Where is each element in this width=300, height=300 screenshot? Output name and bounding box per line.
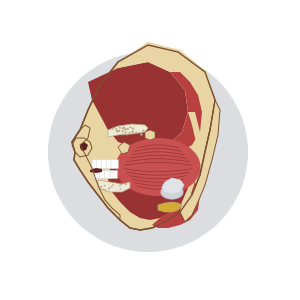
Circle shape (100, 186, 101, 188)
Circle shape (124, 128, 126, 130)
Circle shape (126, 134, 128, 135)
Circle shape (140, 133, 142, 135)
FancyBboxPatch shape (97, 160, 104, 169)
Polygon shape (180, 112, 200, 212)
Circle shape (123, 127, 125, 129)
Circle shape (108, 188, 110, 190)
FancyBboxPatch shape (105, 170, 112, 178)
Circle shape (112, 128, 114, 130)
Polygon shape (118, 42, 215, 160)
Circle shape (119, 127, 121, 129)
Circle shape (116, 130, 118, 132)
Polygon shape (145, 130, 155, 140)
Circle shape (104, 189, 106, 191)
Polygon shape (96, 130, 132, 180)
Ellipse shape (161, 185, 183, 199)
FancyBboxPatch shape (101, 160, 109, 169)
Circle shape (122, 127, 123, 129)
Polygon shape (88, 62, 188, 150)
Circle shape (104, 185, 105, 186)
Circle shape (124, 183, 126, 185)
Polygon shape (80, 142, 88, 151)
FancyBboxPatch shape (92, 160, 100, 169)
Circle shape (101, 186, 102, 188)
FancyBboxPatch shape (110, 170, 118, 178)
Circle shape (122, 134, 124, 136)
Circle shape (109, 187, 110, 189)
Circle shape (128, 132, 130, 134)
Ellipse shape (116, 138, 200, 196)
Circle shape (117, 130, 119, 132)
Polygon shape (90, 168, 102, 173)
Circle shape (132, 128, 134, 130)
Polygon shape (152, 172, 200, 228)
Circle shape (112, 184, 114, 186)
Circle shape (120, 188, 121, 190)
Circle shape (119, 185, 121, 187)
Circle shape (116, 130, 118, 132)
Circle shape (135, 131, 137, 134)
FancyBboxPatch shape (111, 160, 118, 169)
Circle shape (122, 130, 124, 132)
Circle shape (102, 189, 104, 190)
Polygon shape (180, 100, 220, 222)
Polygon shape (72, 138, 92, 157)
Polygon shape (158, 202, 182, 212)
Polygon shape (118, 142, 130, 154)
Polygon shape (162, 178, 184, 194)
Circle shape (126, 183, 127, 185)
Circle shape (142, 130, 144, 132)
Polygon shape (108, 124, 148, 137)
Polygon shape (98, 180, 130, 192)
Circle shape (131, 131, 134, 133)
Circle shape (115, 128, 117, 130)
Circle shape (121, 184, 122, 185)
Circle shape (118, 130, 120, 132)
Polygon shape (108, 148, 188, 220)
Circle shape (132, 130, 134, 132)
Circle shape (127, 128, 129, 130)
FancyBboxPatch shape (94, 170, 101, 178)
Circle shape (100, 188, 101, 190)
FancyBboxPatch shape (106, 160, 114, 169)
Circle shape (129, 126, 131, 128)
Circle shape (141, 134, 143, 136)
Circle shape (48, 52, 248, 252)
Circle shape (124, 131, 126, 133)
Circle shape (111, 186, 112, 188)
Polygon shape (72, 45, 215, 230)
Polygon shape (118, 55, 200, 156)
Polygon shape (165, 72, 202, 156)
FancyBboxPatch shape (99, 170, 107, 178)
Circle shape (124, 128, 127, 130)
